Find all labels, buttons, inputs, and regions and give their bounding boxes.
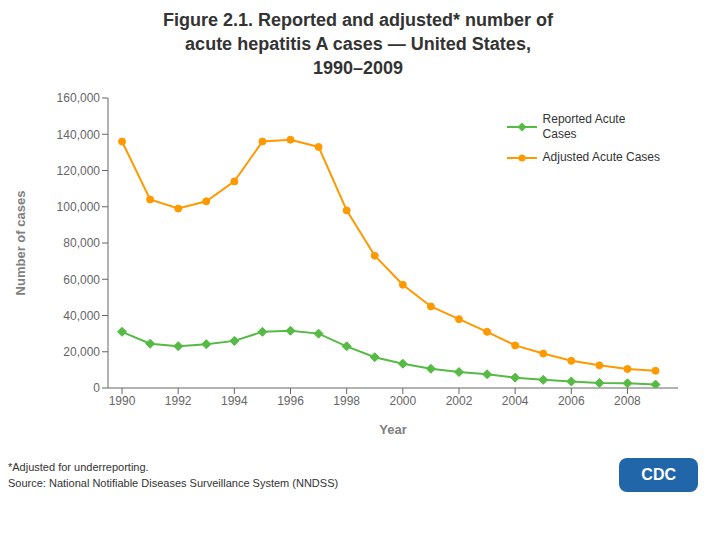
svg-text:1994: 1994	[221, 394, 248, 408]
svg-text:2000: 2000	[389, 394, 416, 408]
svg-text:1992: 1992	[165, 394, 192, 408]
svg-text:1998: 1998	[333, 394, 360, 408]
svg-text:Number of cases: Number of cases	[13, 191, 28, 296]
svg-text:140,000: 140,000	[57, 128, 101, 142]
svg-text:40,000: 40,000	[63, 309, 100, 323]
svg-text:Year: Year	[379, 422, 406, 437]
svg-text:120,000: 120,000	[57, 164, 101, 178]
svg-text:100,000: 100,000	[57, 200, 101, 214]
svg-text:1996: 1996	[277, 394, 304, 408]
html-text:Reported Acute Cases: Reported Acute Cases	[542, 112, 626, 141]
svg-text:1990: 1990	[109, 394, 136, 408]
html-text:*Adjusted for underreporting.: *Adjusted for underreporting.	[8, 461, 149, 473]
svg-text:2002: 2002	[446, 394, 473, 408]
svg-text:2008: 2008	[614, 394, 641, 408]
svg-text:0: 0	[93, 381, 100, 395]
svg-text:2006: 2006	[558, 394, 585, 408]
svg-text:60,000: 60,000	[63, 273, 100, 287]
svg-text:2004: 2004	[502, 394, 529, 408]
html-text:Adjusted Acute Cases: Adjusted Acute Cases	[542, 150, 660, 164]
svg-text:20,000: 20,000	[63, 345, 100, 359]
html-text:Figure 2.1. Reported and adjus: Figure 2.1. Reported and adjusted* numbe…	[163, 10, 553, 78]
svg-text:160,000: 160,000	[57, 91, 101, 105]
html-text:Source: National Notifiable Di: Source: National Notifiable Diseases Sur…	[8, 477, 339, 489]
svg-text:80,000: 80,000	[63, 236, 100, 250]
html-text:CDC: CDC	[641, 466, 676, 483]
